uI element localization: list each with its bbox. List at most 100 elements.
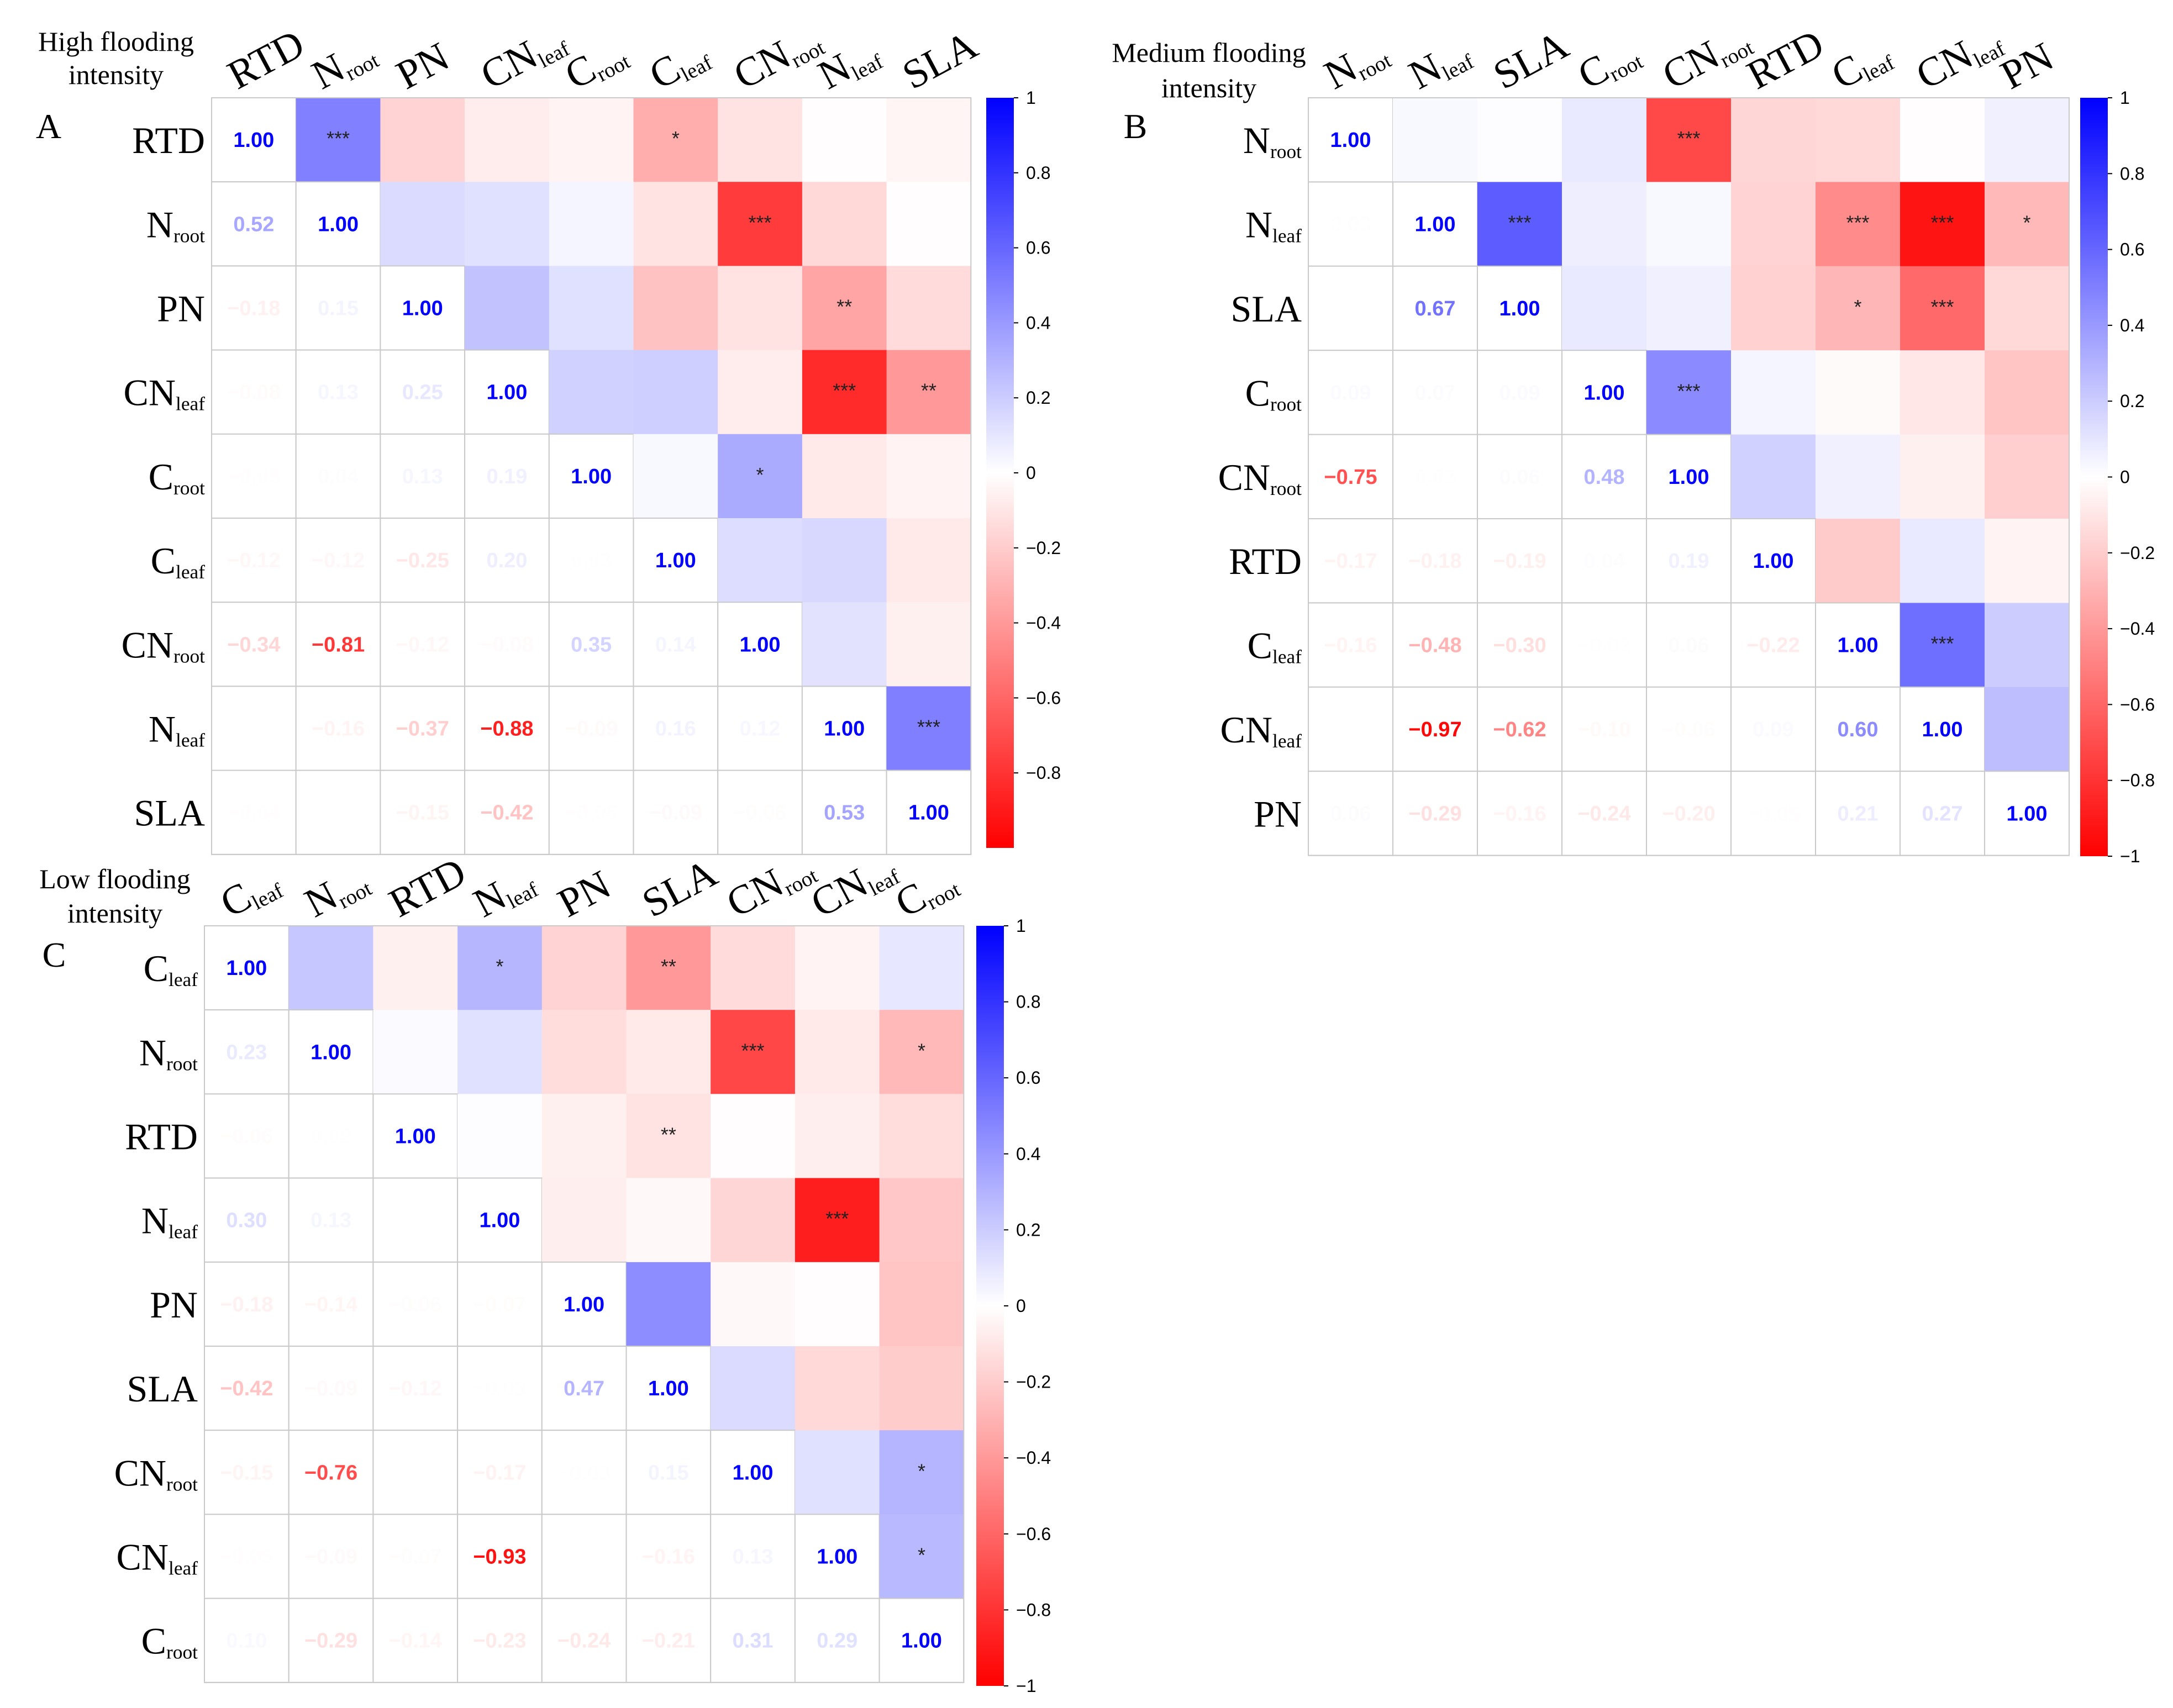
heatmap-cell-upper	[879, 1094, 964, 1179]
colorbar-tick-label: 0.6	[2120, 240, 2144, 260]
heatmap-cell-upper	[1562, 98, 1647, 182]
row-label-subscript: leaf	[176, 392, 205, 414]
heatmap-cell-lower	[1477, 602, 1562, 688]
heatmap-cell-upper	[802, 98, 887, 182]
heatmap-cell-lower	[886, 769, 972, 855]
heatmap-cell-lower	[380, 265, 466, 351]
heatmap-cell-upper	[296, 98, 381, 182]
correlation-value: −0.05	[220, 1546, 273, 1569]
heatmap-cell-upper	[1393, 98, 1478, 182]
heatmap-cell-upper	[1646, 350, 1732, 435]
heatmap-cell-lower	[878, 1598, 965, 1683]
row-label-subscript: leaf	[169, 1557, 198, 1579]
row-label: CNroot	[1218, 456, 1302, 499]
correlation-value: −0.16	[312, 718, 365, 741]
row-label: PN	[157, 288, 205, 330]
heatmap-cell-lower	[710, 1598, 796, 1683]
row-label: Cleaf	[144, 947, 198, 990]
heatmap-panel-B: Medium flooding intensity B 1.00 *** 0.03 1.00…	[1112, 21, 2155, 866]
correlation-value: −0.12	[227, 549, 280, 572]
correlation-value: 0.13	[311, 1209, 351, 1232]
row-label: CNroot	[114, 1452, 198, 1495]
heatmap-cell-upper	[795, 1178, 880, 1263]
column-label: RTD	[1740, 21, 1831, 98]
heatmap-cell-lower	[801, 686, 887, 771]
column-label: Nleaf	[466, 857, 542, 927]
row-label: RTD	[132, 119, 205, 161]
heatmap-cell-upper	[1985, 434, 2070, 519]
significance-marker: ***	[327, 127, 350, 150]
correlation-value: 0.29	[817, 1630, 857, 1653]
heatmap-cell-upper	[802, 434, 887, 519]
correlation-value: −0.17	[473, 1461, 526, 1484]
heatmap-cell-upper	[633, 98, 718, 182]
column-label: Nroot	[298, 856, 376, 927]
row-label-base: PN	[1254, 793, 1302, 835]
heatmap-cell-upper	[1816, 266, 1901, 351]
heatmap-border	[204, 925, 965, 1683]
heatmap-cell-lower	[1392, 434, 1478, 519]
diagonal-value: 1.00	[901, 1630, 942, 1653]
column-label: Cleaf	[1824, 30, 1898, 99]
significance-marker: *	[918, 1459, 925, 1482]
heatmap-cell-upper	[879, 1514, 964, 1599]
correlation-value: 0.53	[824, 802, 865, 825]
column-label: SLA	[1486, 22, 1576, 98]
correlation-value: −0.42	[220, 1377, 273, 1400]
heatmap-cell-lower	[464, 349, 550, 435]
heatmap-cell-upper	[465, 98, 550, 182]
heatmap-cell-upper	[465, 182, 550, 266]
row-label-subscript: leaf	[1272, 730, 1302, 752]
row-label: RTD	[125, 1116, 198, 1158]
heatmap-cell-upper	[1985, 98, 2070, 182]
heatmap-cell-upper	[633, 434, 718, 519]
row-label: SLA	[134, 792, 205, 834]
correlation-value: −0.09	[649, 802, 702, 825]
heatmap-cell-lower	[288, 1514, 374, 1599]
heatmap-cell-lower	[1308, 350, 1393, 435]
correlation-value: −0.18	[227, 297, 280, 320]
significance-marker: **	[836, 296, 852, 318]
row-label-subscript: root	[166, 1473, 198, 1495]
heatmap-cell-upper	[633, 350, 718, 435]
colorbar-tick-label: 0.2	[2120, 391, 2144, 411]
column-label: Nroot	[305, 28, 383, 99]
row-label-base: N	[139, 1031, 166, 1073]
correlation-value: −0.42	[480, 802, 533, 825]
diagonal-value: 1.00	[233, 129, 274, 152]
heatmap-cell-lower	[1308, 771, 1393, 856]
correlation-value: −0.76	[304, 1461, 357, 1484]
row-label-base: CN	[1218, 456, 1270, 498]
row-label: SLA	[127, 1368, 198, 1410]
correlation-value: 0.48	[1584, 466, 1625, 489]
heatmap-cell-lower	[211, 349, 297, 435]
heatmap-cell-upper	[465, 266, 550, 351]
colorbar-tick-label: 0.8	[1026, 163, 1050, 183]
heatmap-cell-lower	[204, 1598, 290, 1683]
heatmap-cell-lower	[625, 1346, 712, 1431]
correlation-value: 0.09	[1753, 718, 1794, 741]
heatmap-cell-upper	[626, 1094, 711, 1179]
row-label: Croot	[141, 1620, 198, 1663]
heatmap-cell-upper	[1816, 350, 1901, 435]
correlation-value: 0.02	[311, 1125, 351, 1148]
heatmap-cell-lower	[1646, 518, 1732, 604]
heatmap-cell-lower	[1646, 686, 1732, 772]
significance-marker: *	[918, 1544, 925, 1567]
heatmap-cell-upper	[1985, 687, 2070, 772]
row-label: Nleaf	[149, 708, 205, 751]
heatmap-cell-lower	[211, 518, 297, 603]
row-label-base: N	[1243, 119, 1270, 161]
heatmap-cell-upper	[1900, 266, 1985, 351]
heatmap-cell-lower	[295, 686, 381, 771]
heatmap-cell-upper	[549, 350, 634, 435]
heatmap-cell-lower	[295, 769, 381, 855]
panel-title: intensity	[1161, 72, 1256, 103]
panel-title: High flooding	[38, 26, 194, 57]
row-label-subscript: leaf	[1272, 645, 1302, 667]
column-label: SLA	[635, 850, 724, 926]
correlation-value: −0.17	[1324, 550, 1377, 573]
heatmap-cell-lower	[295, 433, 381, 519]
correlation-value: −0.01	[312, 802, 365, 825]
